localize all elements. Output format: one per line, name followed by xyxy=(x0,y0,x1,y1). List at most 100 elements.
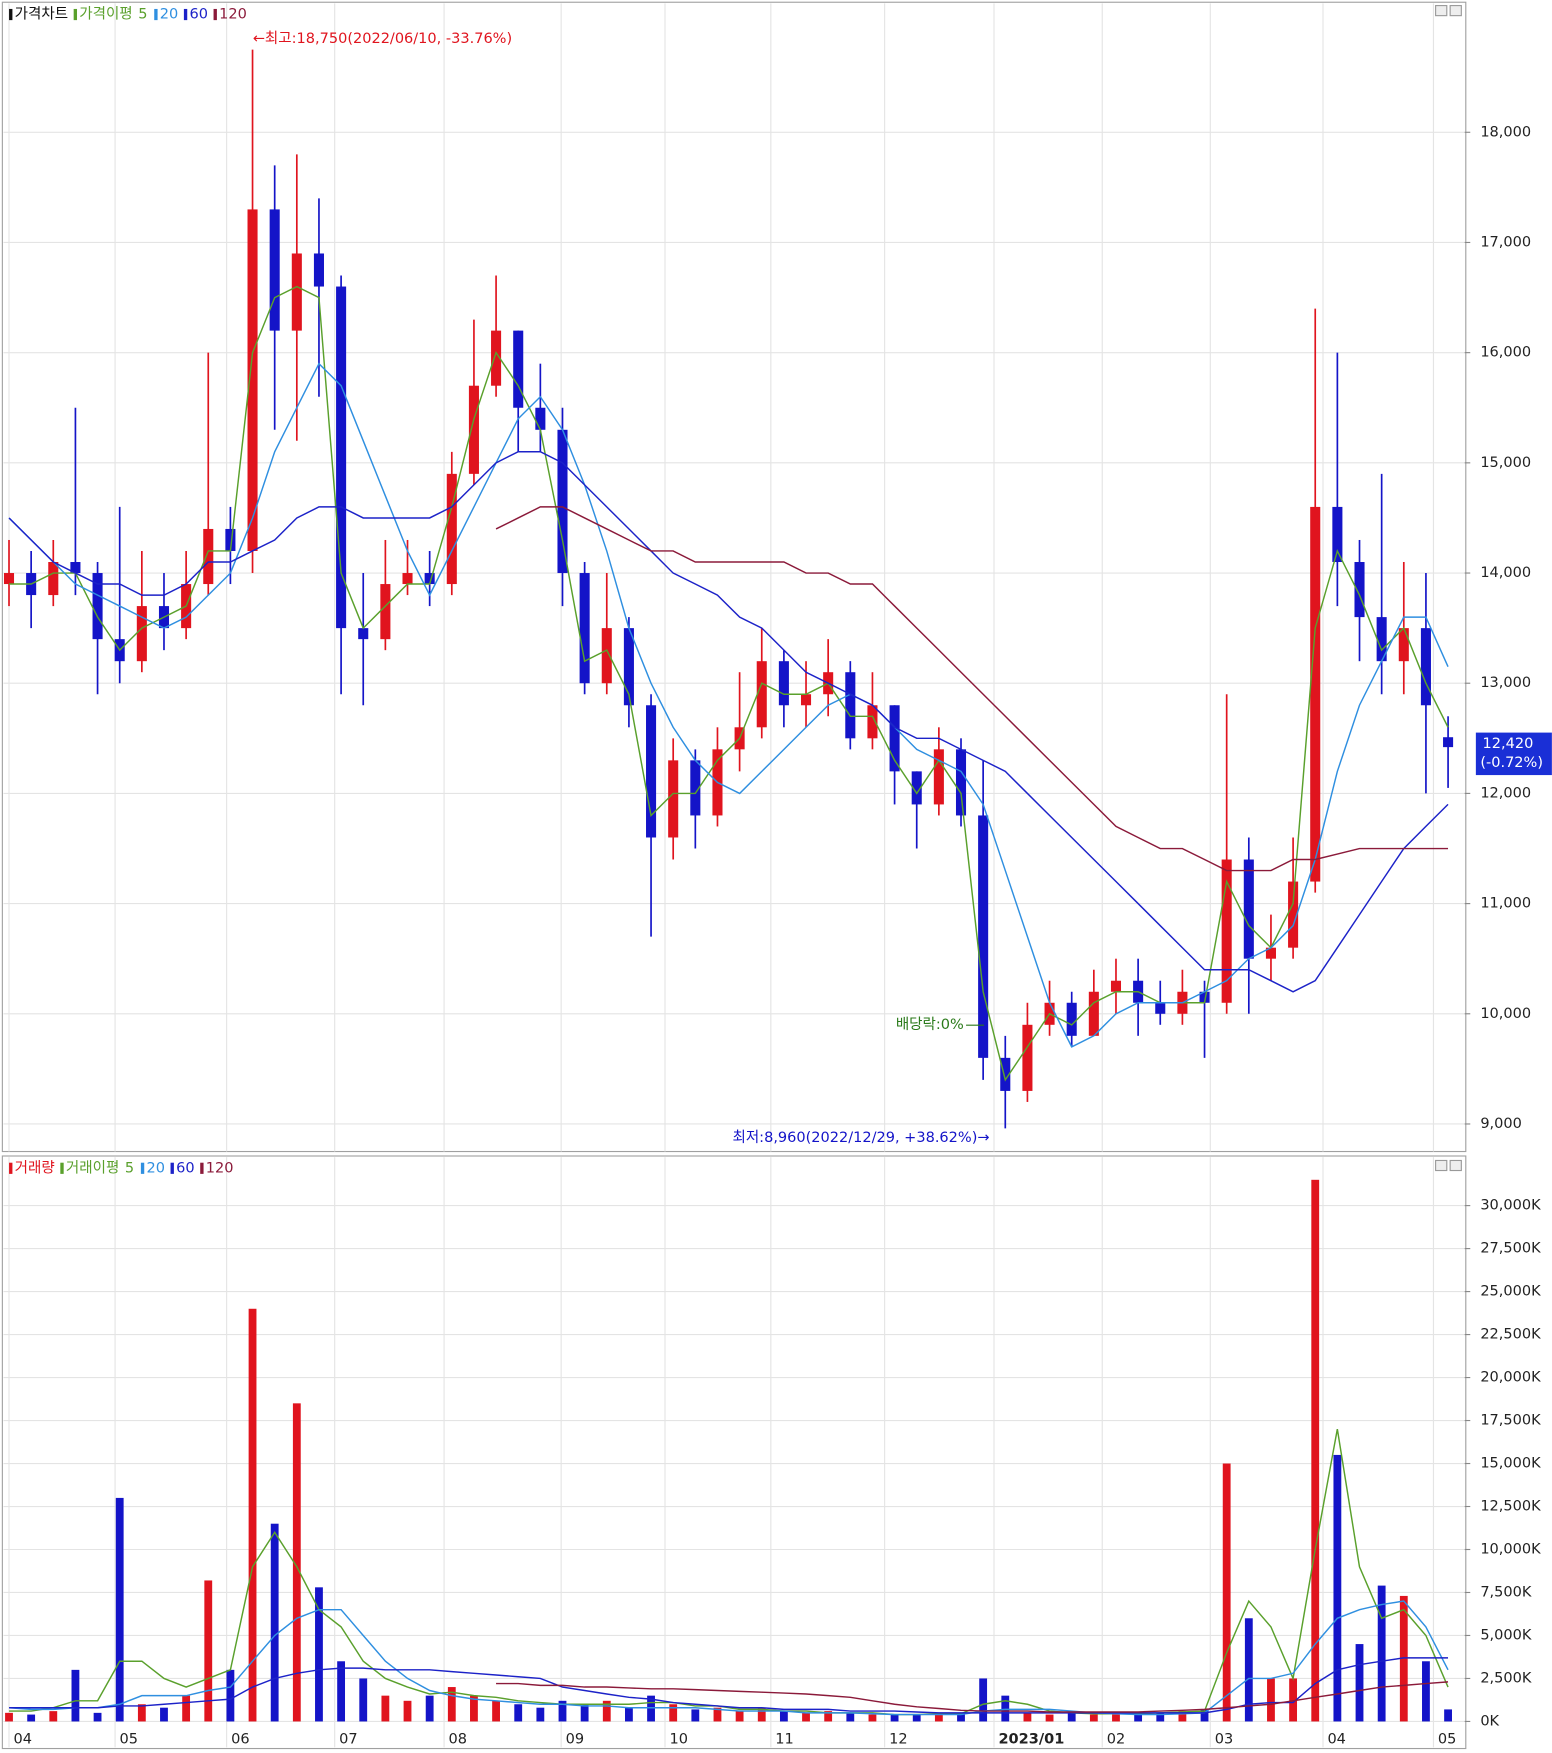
x-tick-label: 12 xyxy=(889,1732,907,1748)
volume-bar xyxy=(1112,1714,1120,1722)
x-tick-label: 10 xyxy=(669,1732,687,1748)
volume-bar xyxy=(669,1704,678,1722)
candle-body xyxy=(468,385,479,474)
y-tick-label: 17,000 xyxy=(1480,234,1531,250)
candle-body xyxy=(1243,859,1254,959)
legend-swatch xyxy=(183,8,188,21)
volume-bar xyxy=(602,1700,611,1722)
candle-body xyxy=(1376,617,1387,662)
x-tick-label: 08 xyxy=(449,1732,467,1748)
ma-line xyxy=(8,362,1449,1048)
volume-bar xyxy=(1333,1454,1342,1722)
volume-bar xyxy=(1444,1709,1452,1722)
volume-bar xyxy=(248,1308,257,1722)
volume-bar xyxy=(757,1707,766,1722)
candle-body xyxy=(1288,881,1299,948)
volume-bar xyxy=(868,1714,877,1722)
candle-body xyxy=(1221,859,1232,1003)
candle-body xyxy=(70,562,81,574)
candle-body xyxy=(291,253,302,331)
x-tick-label: 04 xyxy=(13,1732,31,1748)
volume-bar xyxy=(1422,1661,1430,1722)
candle-body xyxy=(955,749,967,816)
volume-bar xyxy=(1377,1585,1386,1722)
volume-bar xyxy=(934,1712,943,1722)
legend-entry: 120 xyxy=(219,7,247,23)
candle-body xyxy=(668,760,679,838)
candle-body xyxy=(579,573,590,684)
volume-bar xyxy=(779,1711,788,1722)
y-tick-label: 11,000 xyxy=(1480,896,1531,912)
candle-body xyxy=(513,330,524,408)
volume-bar xyxy=(93,1712,102,1722)
volume-bar xyxy=(1355,1644,1364,1722)
candle-body xyxy=(269,209,280,331)
y-tick-label: 0K xyxy=(1480,1713,1499,1729)
y-tick-label: 7,500K xyxy=(1480,1584,1532,1600)
volume-bar xyxy=(1089,1714,1098,1722)
pane-button[interactable] xyxy=(1449,5,1462,17)
volume-bar xyxy=(1267,1678,1275,1722)
x-tick-label: 05 xyxy=(120,1732,138,1748)
volume-bar xyxy=(647,1695,655,1722)
ma-line xyxy=(9,1428,1449,1716)
candle-body xyxy=(1443,737,1454,748)
legend-group: 거래이평 xyxy=(66,1159,119,1176)
pane-button[interactable] xyxy=(1435,1159,1448,1172)
last-price: 12,420 xyxy=(1483,736,1534,752)
x-tick-label: 04 xyxy=(1327,1732,1345,1748)
volume-bar xyxy=(470,1695,478,1722)
y-tick-label: 9,000 xyxy=(1480,1116,1522,1132)
candle-body xyxy=(1088,991,1099,1036)
y-tick-label: 5,000K xyxy=(1480,1627,1532,1643)
y-tick-label: 20,000K xyxy=(1480,1370,1541,1386)
volume-bar xyxy=(514,1704,523,1722)
candle-body xyxy=(535,407,546,430)
x-tick-label: 2023/01 xyxy=(998,1732,1064,1748)
legend-group: 가격이평 xyxy=(79,6,132,23)
legend-swatch xyxy=(200,1162,204,1174)
candle-body xyxy=(800,694,812,706)
candle-body xyxy=(136,606,147,662)
legend-entry: 5 xyxy=(138,7,147,23)
legend-entry: 60 xyxy=(189,7,207,23)
volume-bar xyxy=(1200,1709,1209,1722)
candle-body xyxy=(491,330,502,386)
candle-body xyxy=(978,815,989,1058)
candle-body xyxy=(225,528,236,551)
candle-body xyxy=(1066,1002,1077,1036)
volume-bar xyxy=(425,1695,434,1722)
pane-button[interactable] xyxy=(1449,1159,1462,1172)
ma-line xyxy=(9,285,1449,1082)
legend-swatch xyxy=(140,1162,145,1174)
pane-button[interactable] xyxy=(1435,5,1448,17)
volume-bar xyxy=(182,1695,191,1722)
volume-bar xyxy=(1001,1695,1010,1722)
volume-bar xyxy=(735,1711,744,1722)
volume-bar xyxy=(381,1695,390,1722)
y-tick-label: 30,000K xyxy=(1480,1198,1541,1214)
legend-swatch xyxy=(213,8,217,21)
volume-bar xyxy=(1289,1678,1298,1722)
candle-body xyxy=(1420,628,1431,706)
volume-bar xyxy=(1222,1463,1231,1722)
volume-bar xyxy=(824,1711,833,1722)
y-tick-label: 14,000 xyxy=(1480,565,1531,581)
legend-entry: 20 xyxy=(146,1160,164,1176)
volume-bar xyxy=(359,1678,368,1722)
volume-bar xyxy=(447,1687,456,1722)
candle-body xyxy=(1332,506,1343,563)
candle-body xyxy=(1265,947,1276,959)
x-tick-label: 11 xyxy=(775,1732,793,1748)
candle-body xyxy=(402,573,413,585)
candle-body xyxy=(313,253,324,287)
candle-body xyxy=(601,628,612,684)
y-tick-label: 12,000 xyxy=(1480,785,1531,801)
candle-body xyxy=(1000,1057,1011,1091)
candle-body xyxy=(203,528,214,585)
y-tick-label: 16,000 xyxy=(1480,345,1531,361)
y-tick-label: 13,000 xyxy=(1480,675,1531,691)
y-tick-label: 2,500K xyxy=(1480,1670,1532,1686)
y-tick-label: 12,500K xyxy=(1480,1499,1541,1515)
